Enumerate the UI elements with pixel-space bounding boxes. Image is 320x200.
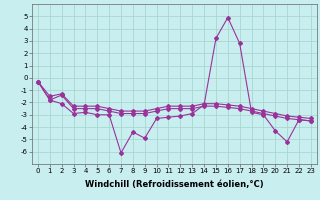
X-axis label: Windchill (Refroidissement éolien,°C): Windchill (Refroidissement éolien,°C): [85, 180, 264, 189]
